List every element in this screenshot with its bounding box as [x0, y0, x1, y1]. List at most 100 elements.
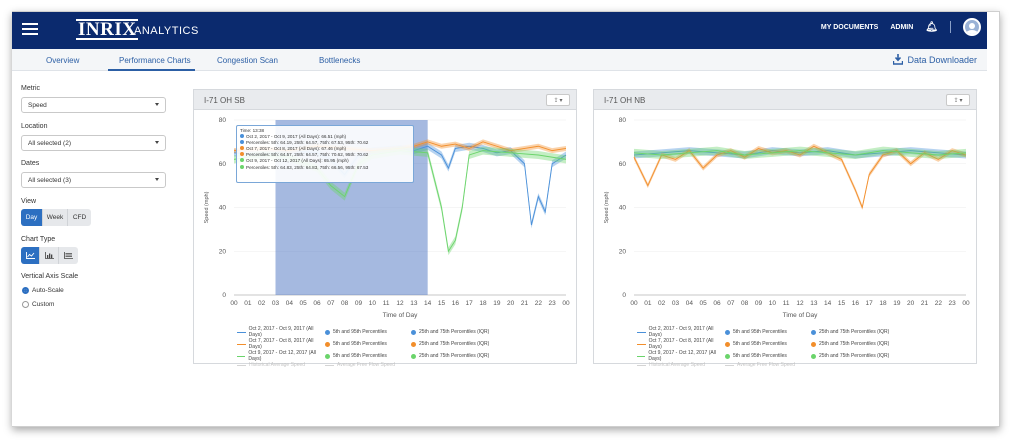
x-tick-label: 14: [424, 300, 432, 307]
legend-swatch-icon: [325, 341, 330, 347]
bar-chart-button[interactable]: [40, 247, 59, 264]
inrix-logo[interactable]: INRIX: [76, 19, 139, 40]
legend-item-series[interactable]: Oct 9, 2017 - Oct 12, 2017 (All Days): [637, 350, 725, 362]
legend-item-p5-95[interactable]: 5th and 95th Percentiles: [725, 338, 811, 350]
x-tick-label: 19: [893, 300, 901, 307]
tab-bar: Overview Performance Charts Congestion S…: [12, 49, 987, 71]
legend-item-series[interactable]: Oct 9, 2017 - Oct 12, 2017 (All Days): [237, 350, 325, 362]
tab-bottlenecks[interactable]: Bottlenecks: [319, 56, 361, 65]
view-cfd-button[interactable]: CFD: [68, 209, 91, 226]
legend-text: 25th and 75th Percentiles (IQR): [819, 341, 890, 347]
legend-swatch-icon: [637, 364, 646, 366]
chart-type-toggle: [21, 247, 78, 264]
legend-item-series[interactable]: Oct 2, 2017 - Oct 9, 2017 (All Days): [637, 326, 725, 338]
legend-item-series[interactable]: Oct 7, 2017 - Oct 8, 2017 (All Days): [637, 338, 725, 350]
view-toggle: Day Week CFD: [21, 209, 91, 226]
custom-scale-radio[interactable]: Custom: [22, 301, 54, 308]
chart-panel-nb: I-71 OH NB ⇪ ▾ 0 20 40 60 80 00 01 02 03 04 05 06 07 0…: [593, 89, 977, 368]
legend-swatch-icon: [237, 364, 246, 366]
hamburger-menu-icon[interactable]: [22, 23, 38, 35]
export-menu-button[interactable]: ⇪ ▾: [546, 94, 570, 106]
dates-label: Dates: [21, 160, 40, 167]
y-tick-label: 40: [219, 205, 227, 212]
line-chart-button[interactable]: [21, 247, 40, 264]
tooltip-line: Percentiles: 5th: 64.19, 25th: 64.57, 75…: [240, 140, 410, 146]
x-tick-label: 08: [741, 300, 749, 307]
tab-overview[interactable]: Overview: [46, 56, 80, 65]
x-tick-label: 03: [672, 300, 680, 307]
series-dot-icon: [240, 152, 244, 157]
legend-item-p5-95[interactable]: 5th and 95th Percentiles: [325, 350, 411, 362]
legend-item-p5-95[interactable]: 5th and 95th Percentiles: [725, 326, 811, 338]
radio-empty-icon: [22, 301, 29, 308]
legend-text: Oct 2, 2017 - Oct 9, 2017 (All Days): [248, 326, 314, 338]
legend-item-p5-95[interactable]: 5th and 95th Percentiles: [325, 326, 411, 338]
legend-item-iqr[interactable]: 25th and 75th Percentiles (IQR): [411, 326, 531, 338]
data-downloader-label: Data Downloader: [907, 54, 977, 65]
legend-swatch-icon: [637, 355, 646, 357]
x-tick-label: 21: [921, 300, 929, 307]
legend-item-series[interactable]: Oct 2, 2017 - Oct 9, 2017 (All Days): [237, 326, 325, 338]
legend-item-reference[interactable]: Historical Average Speed: [237, 362, 325, 368]
dates-select[interactable]: All selected (3): [21, 172, 166, 188]
x-tick-label: 04: [686, 300, 694, 307]
legend-item-iqr[interactable]: 25th and 75th Percentiles (IQR): [411, 350, 531, 362]
legend-swatch-icon: [237, 343, 246, 345]
x-tick-label: 01: [244, 300, 252, 307]
admin-link[interactable]: ADMIN: [890, 23, 914, 31]
x-tick-label: 02: [658, 300, 666, 307]
legend-item-reference[interactable]: Average Free Flow Speed: [325, 362, 445, 368]
view-day-button[interactable]: Day: [21, 209, 43, 226]
location-label: Location: [21, 123, 48, 130]
legend-item-reference[interactable]: Average Free Flow Speed: [725, 362, 845, 368]
legend-swatch-icon: [811, 341, 816, 347]
legend-swatch-icon: [725, 353, 730, 359]
tab-congestion-scan[interactable]: Congestion Scan: [217, 56, 278, 65]
legend-swatch-icon: [325, 329, 330, 335]
legend-item-series[interactable]: Oct 7, 2017 - Oct 8, 2017 (All Days): [237, 338, 325, 350]
metric-select[interactable]: Speed: [21, 97, 166, 113]
legend-text: 5th and 95th Percentiles: [333, 353, 387, 359]
legend-text: 25th and 75th Percentiles (IQR): [419, 353, 490, 359]
legend-item-iqr[interactable]: 25th and 75th Percentiles (IQR): [411, 338, 531, 350]
export-menu-button[interactable]: ⇪ ▾: [946, 94, 970, 106]
x-tick-label: 12: [396, 300, 404, 307]
caret-down-icon: [155, 103, 159, 106]
x-tick-label: 07: [327, 300, 335, 307]
chart-nb-plot[interactable]: 0 20 40 60 80 00 01 02 03 04 05 06 07 08 09 10 11 12 13 14 1…: [594, 110, 976, 320]
y-tick-label: 60: [619, 161, 627, 168]
custom-scale-label: Custom: [32, 301, 55, 308]
line-chart-icon: [25, 252, 35, 259]
legend-item-p5-95[interactable]: 5th and 95th Percentiles: [325, 338, 411, 350]
view-week-button[interactable]: Week: [43, 209, 68, 226]
my-documents-link[interactable]: MY DOCUMENTS: [820, 23, 879, 31]
legend-row: Historical Average Speed Average Free Flo…: [637, 362, 931, 368]
chart-panel-header: I-71 OH SB ⇪ ▾: [194, 90, 576, 110]
x-tick-label: 09: [755, 300, 763, 307]
legend-row: Historical Average Speed Average Free Flo…: [237, 362, 531, 368]
x-tick-label: 15: [838, 300, 846, 307]
legend-item-iqr[interactable]: 25th and 75th Percentiles (IQR): [811, 338, 931, 350]
avatar[interactable]: [963, 18, 981, 36]
x-tick-label: 05: [300, 300, 308, 307]
legend-item-reference[interactable]: Historical Average Speed: [637, 362, 725, 368]
legend-item-iqr[interactable]: 25th and 75th Percentiles (IQR): [811, 350, 931, 362]
data-downloader-button[interactable]: Data Downloader: [893, 54, 977, 65]
location-select[interactable]: All selected (2): [21, 135, 166, 151]
legend-swatch-icon: [325, 364, 334, 366]
y-tick-label: 20: [619, 248, 627, 255]
legend-item-p5-95[interactable]: 5th and 95th Percentiles: [725, 350, 811, 362]
x-tick-label: 19: [493, 300, 501, 307]
legend-text: Oct 7, 2017 - Oct 8, 2017 (All Days): [248, 338, 314, 350]
y-axis-label: Speed (mph): [604, 191, 610, 223]
stacked-chart-button[interactable]: [59, 247, 78, 264]
x-tick-label: 01: [644, 300, 652, 307]
legend-text: 5th and 95th Percentiles: [733, 329, 787, 335]
legend-item-iqr[interactable]: 25th and 75th Percentiles (IQR): [811, 326, 931, 338]
bell-icon[interactable]: 🔔︎: [925, 21, 938, 33]
y-tick-label: 0: [222, 292, 226, 299]
chart-legend: Oct 2, 2017 - Oct 9, 2017 (All Days) 5th …: [637, 326, 931, 368]
tab-performance-charts[interactable]: Performance Charts: [119, 56, 191, 65]
auto-scale-radio[interactable]: Auto-Scale: [22, 287, 64, 294]
legend-row: Oct 9, 2017 - Oct 12, 2017 (All Days) 5th…: [237, 350, 531, 362]
